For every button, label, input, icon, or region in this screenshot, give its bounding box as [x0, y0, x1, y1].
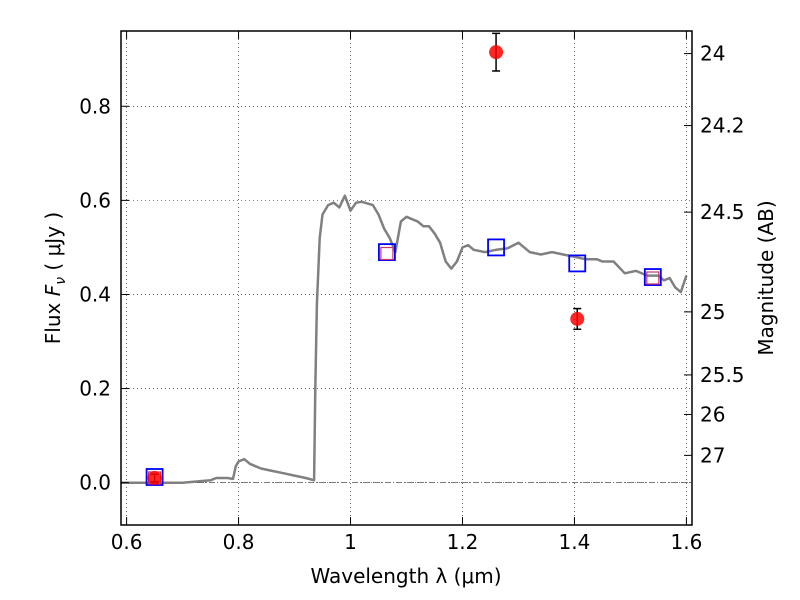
plot-frame [120, 30, 693, 526]
x-tick-label: 1 [344, 530, 357, 554]
mag-tick-label: 24.5 [700, 200, 745, 224]
mag-tick-label: 27 [700, 443, 725, 467]
model-photometry-box [145, 468, 164, 486]
y-tick-label: 0.0 [79, 471, 111, 495]
filter-model-box [380, 246, 394, 261]
model-photometry-box [487, 238, 505, 257]
model-photometry-box [568, 254, 587, 273]
y-tick-label: 0.8 [79, 94, 111, 118]
mag-tick-label: 24.2 [700, 114, 745, 138]
axis-ticks: 0.6 0.8 1 1.2 1.4 1.6 0.0 0.2 0.4 0.6 0.8 24 24.2 24.… [79, 31, 745, 554]
y-tick-label: 0.4 [79, 282, 111, 306]
x-tick-label: 1.6 [670, 530, 702, 554]
mag-tick-label: 25 [700, 300, 725, 324]
y-tick-label: 0.6 [79, 188, 111, 212]
mag-tick-label: 25.5 [700, 363, 745, 387]
x-tick-label: 0.8 [223, 530, 255, 554]
y-axis-label: Flux Fν ( μJy ) [41, 212, 69, 344]
axis-labels: Wavelength λ (μm) Flux Fν ( μJy ) Magnit… [41, 200, 778, 588]
model-photometry-box [643, 268, 662, 286]
y-tick-label: 0.2 [79, 377, 111, 401]
y2-axis-label: Magnitude (AB) [754, 200, 778, 355]
x-tick-label: 1.2 [447, 530, 479, 554]
observed-point [570, 311, 585, 326]
model-spectrum-line [121, 194, 688, 484]
y-axis-label-symbol: F [41, 284, 65, 296]
filter-model-box [646, 271, 660, 285]
x-axis-label: Wavelength λ (μm) [310, 564, 501, 588]
y-axis-label-subscript: ν [53, 277, 69, 285]
y-axis-label-prefix: Flux [41, 296, 65, 344]
mag-tick-label: 24 [700, 42, 725, 66]
grid-lines [121, 31, 692, 525]
x-tick-label: 1.4 [559, 530, 591, 554]
observed-point [489, 45, 504, 60]
y-axis-label-unit: ( μJy ) [41, 212, 65, 277]
photometry-marks [145, 32, 662, 486]
mag-tick-label: 26 [700, 402, 725, 426]
x-tick-label: 0.6 [111, 530, 143, 554]
model-spectrum [121, 194, 688, 484]
observed-point [147, 470, 162, 485]
